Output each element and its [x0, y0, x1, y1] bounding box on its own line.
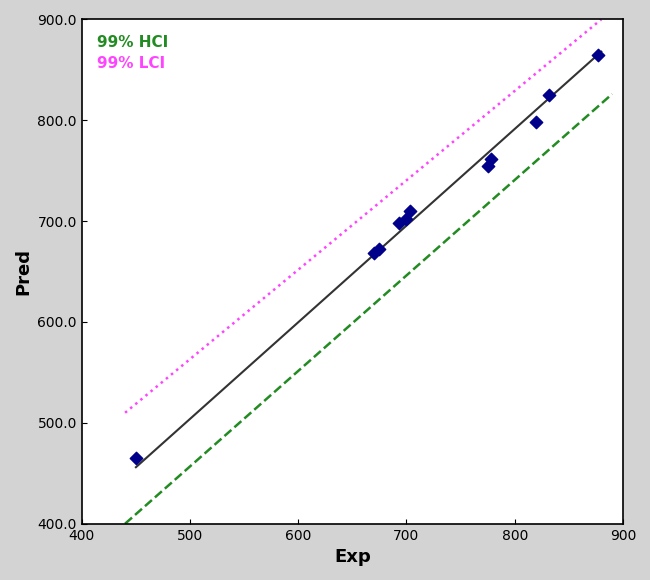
Point	[394, 219, 404, 228]
Point	[131, 454, 141, 463]
Point	[531, 118, 541, 127]
Point	[374, 245, 385, 254]
Y-axis label: Pred: Pred	[14, 248, 32, 295]
Legend: 99% HCI, 99% LCI: 99% HCI, 99% LCI	[90, 27, 176, 78]
Point	[404, 206, 415, 216]
Point	[401, 215, 411, 224]
Point	[593, 50, 603, 59]
Point	[482, 161, 493, 171]
X-axis label: Exp: Exp	[334, 548, 370, 566]
Point	[369, 249, 379, 258]
Point	[486, 154, 496, 163]
Point	[544, 90, 554, 100]
